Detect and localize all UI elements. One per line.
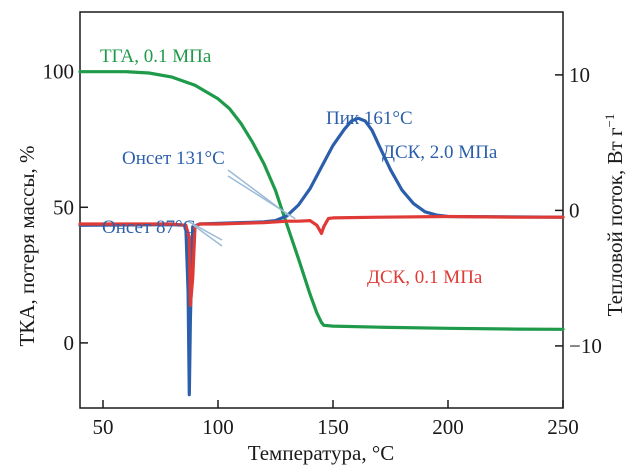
right-y-tick-label: 10 <box>569 63 590 87</box>
peak-label: Пик 161°C <box>326 108 413 129</box>
onset-87-label: Онсет 87°C <box>102 217 195 238</box>
tga-series-line <box>78 70 565 331</box>
left-y-tick-label: 0 <box>64 331 75 355</box>
onset-87-leader-line-2 <box>191 223 223 247</box>
x-axis-title: Температура, °C <box>248 441 395 465</box>
right-y-axis-title-sup: −1 <box>602 114 617 128</box>
plot-frame <box>79 11 564 409</box>
tga-series-label: ТГА, 0.1 МПа <box>100 46 212 67</box>
axis-ticks: 50 100 150 200 250 0 50 100 −10 0 10 <box>43 60 602 439</box>
left-y-tick-label: 50 <box>53 195 74 219</box>
x-tick-label: 250 <box>547 415 579 439</box>
right-y-axis-title-main: Тепловой поток, Вт г <box>603 127 627 316</box>
left-y-axis-title: ТКА, потеря массы, % <box>15 145 39 346</box>
right-y-axis-title: Тепловой поток, Вт г−1 <box>602 114 627 317</box>
x-tick-label: 50 <box>93 415 114 439</box>
dsc-2mpa-series-line <box>78 116 565 397</box>
dsc-01mpa-series-label: ДСК, 0.1 МПа <box>367 267 483 288</box>
onset-pointer-lines <box>187 169 296 247</box>
right-y-tick-label: −10 <box>569 334 602 358</box>
onset-131-leader-line-2 <box>227 175 296 220</box>
series-lines <box>78 70 565 397</box>
left-y-tick-label: 100 <box>43 60 75 84</box>
dsc-2mpa-series-label: ДСК, 2.0 МПа <box>382 142 498 163</box>
x-tick-label: 100 <box>202 415 234 439</box>
onset-87-leader-line <box>187 220 223 241</box>
x-tick-label: 200 <box>432 415 464 439</box>
dsc-01mpa-series-line <box>78 214 565 307</box>
onset-131-label: Онсет 131°C <box>122 148 225 169</box>
right-y-tick-label: 0 <box>569 198 580 222</box>
x-tick-label: 150 <box>317 415 349 439</box>
